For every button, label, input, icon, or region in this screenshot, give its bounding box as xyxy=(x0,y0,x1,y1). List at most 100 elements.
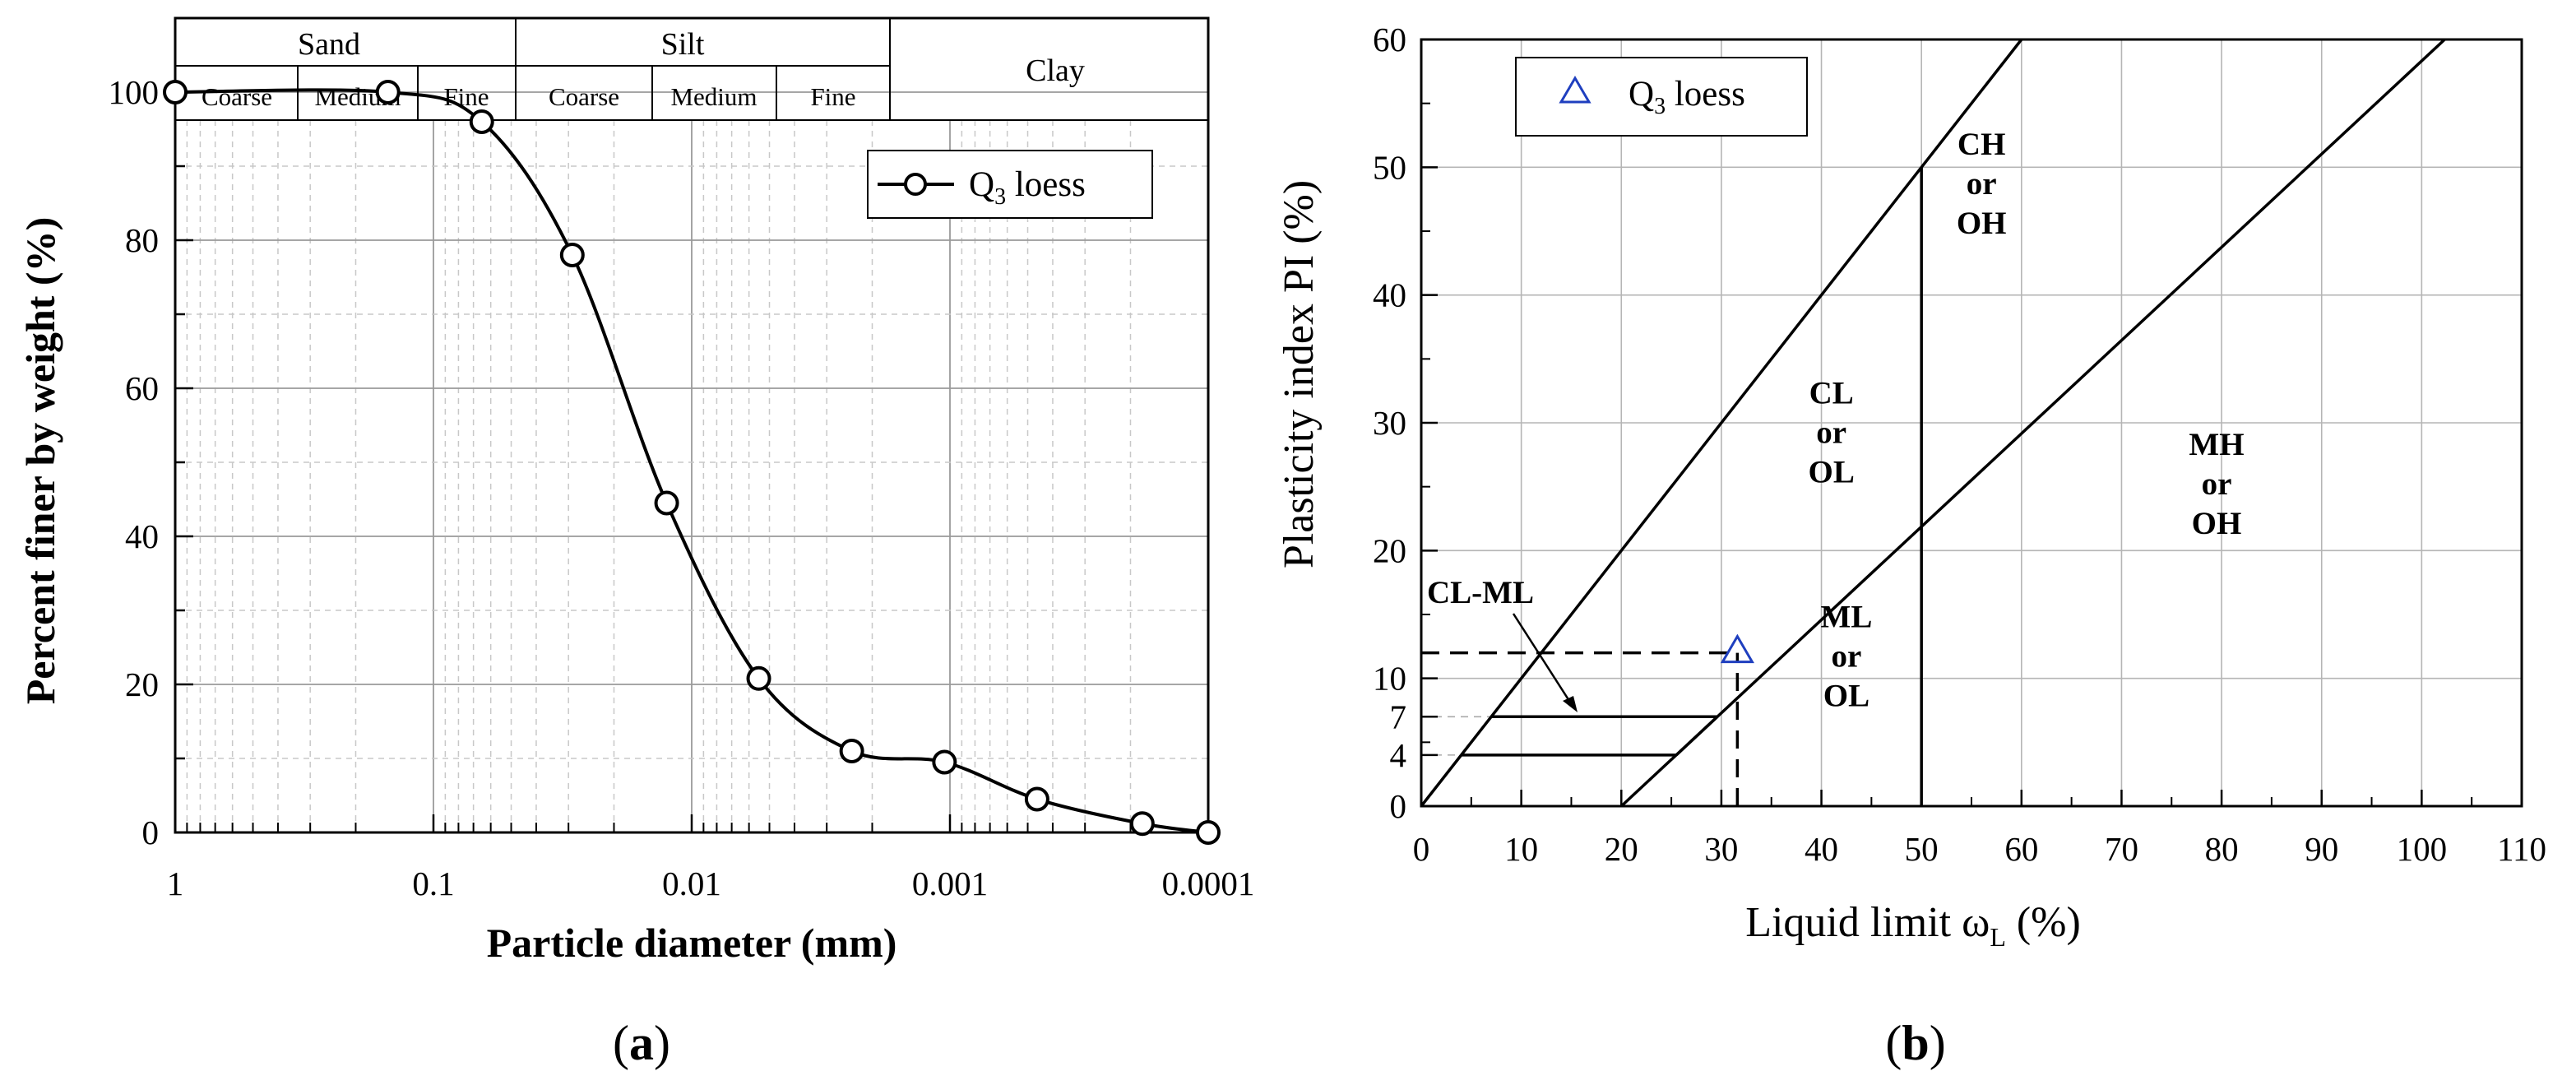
data-point xyxy=(375,80,401,104)
panel-a-ticks: 1 0.1 0.01 0.001 0.0001 0 20 40 60 80 100 xyxy=(109,73,1255,902)
q3-loess-point xyxy=(1720,633,1754,664)
tick-label-x: 0.0001 xyxy=(1162,865,1255,902)
tick-label-y: 60 xyxy=(1373,21,1406,58)
xlabel-b-sub: L xyxy=(1990,922,2006,952)
cl-ml-label: CL-ML xyxy=(1427,575,1534,610)
tick-label-y: 30 xyxy=(1373,404,1406,442)
zone-label: CH or OH xyxy=(1957,127,2007,241)
tick-label-y: 0 xyxy=(142,814,160,851)
zone-label: CL or OL xyxy=(1809,376,1855,490)
zone-label: ML or OL xyxy=(1821,600,1873,714)
tick-label-x: 1 xyxy=(167,865,184,902)
tick-label-y: 4 xyxy=(1390,736,1407,774)
tick-label-x: 60 xyxy=(2004,830,2038,868)
origin-segment xyxy=(1420,753,1463,808)
xlabel-b-end: (%) xyxy=(2006,899,2081,946)
tick-label-x: 0.001 xyxy=(912,865,988,902)
soil-class-header: Sand Silt Clay Coarse Medium Fine Coarse… xyxy=(174,17,1209,121)
cl-ml-arrowhead xyxy=(1563,696,1578,712)
legend-marker-circle xyxy=(904,173,927,196)
zone-label-line: or xyxy=(1816,415,1846,451)
plasticity-zones: CH or OH CL or OL MH or OH ML or OL xyxy=(1809,127,2245,714)
tick-label-y: 50 xyxy=(1373,148,1406,186)
legend-marker-triangle xyxy=(1559,76,1591,104)
legend-b-rest: loess xyxy=(1666,75,1745,114)
header-sand: Sand xyxy=(298,27,360,62)
legend-a-sub: 3 xyxy=(994,184,1006,210)
panel-a-data-points xyxy=(163,80,1221,845)
header-sand-fine: Fine xyxy=(443,82,489,111)
legend-b-sub: 3 xyxy=(1654,94,1666,119)
caption-a-letter: a xyxy=(629,1016,654,1070)
a-line xyxy=(1460,38,2023,756)
zone-label-line: OH xyxy=(2192,506,2242,541)
data-point xyxy=(1024,786,1049,812)
tick-label-x: 30 xyxy=(1704,830,1738,868)
zone-label-line: OL xyxy=(1823,679,1869,714)
tick-label-x: 100 xyxy=(2397,830,2448,868)
zone-label-line: ML xyxy=(1821,600,1873,635)
tick-label-x: 70 xyxy=(2105,830,2138,868)
data-point xyxy=(654,490,679,516)
tick-label-x: 80 xyxy=(2205,830,2239,868)
header-clay: Clay xyxy=(1026,53,1085,88)
panel-b: 0 10 20 30 40 50 60 70 80 90 100 110047102030405060… xyxy=(1276,21,2546,1070)
header-silt-fine: Fine xyxy=(810,82,855,111)
data-point xyxy=(469,109,494,134)
panel-b-legend: Q3 loess xyxy=(1515,57,1808,137)
data-point xyxy=(839,739,864,763)
tick-label-x: 110 xyxy=(2497,830,2546,868)
legend-a-main: Q xyxy=(969,165,994,204)
zone-label-line: OL xyxy=(1809,455,1855,490)
data-point xyxy=(163,80,188,104)
tick-label-y: 0 xyxy=(1390,787,1407,825)
tick-label-y: 20 xyxy=(125,665,159,703)
tick-label-y: 80 xyxy=(125,221,159,259)
data-point xyxy=(746,665,771,691)
zone-label-line: or xyxy=(2202,466,2232,502)
tick-label-x: 90 xyxy=(2305,830,2338,868)
panel-a-y-axis-label: Percent finer by weight (%) xyxy=(17,217,63,704)
data-point xyxy=(1129,811,1155,837)
zone-label-line: or xyxy=(1967,166,1997,202)
header-silt: Silt xyxy=(661,27,705,62)
tick-label-y: 20 xyxy=(1373,531,1406,569)
zone-label: MH or OH xyxy=(2189,427,2244,541)
tick-label-y: 10 xyxy=(1373,660,1406,698)
panel-b-y-axis-label: Plasticity index PI (%) xyxy=(1276,180,1323,568)
data-point xyxy=(932,749,957,775)
caption-b: (b) xyxy=(1885,1016,1945,1070)
tick-label-y: 100 xyxy=(109,73,160,111)
zone-label-line: OH xyxy=(1957,206,2007,241)
legend-label-b: Q3 loess xyxy=(1629,75,1745,119)
cl-ml-arrow xyxy=(1512,613,1571,702)
tick-label-x: 10 xyxy=(1504,830,1538,868)
legend-b-main: Q xyxy=(1629,75,1654,114)
header-silt-medium: Medium xyxy=(670,82,757,111)
tick-label-x: 0 xyxy=(1413,830,1430,868)
panel-a-x-axis-label: Particle diameter (mm) xyxy=(487,920,897,966)
tick-label-x: 0.1 xyxy=(412,865,454,902)
tick-label-y: 7 xyxy=(1390,698,1407,735)
data-point xyxy=(559,243,585,267)
tick-label-x: 40 xyxy=(1805,830,1838,868)
zone-label-line: or xyxy=(1832,639,1862,675)
cl-ml-side-line xyxy=(1675,715,1719,757)
header-sand-coarse: Coarse xyxy=(202,82,272,111)
tick-label-x: 50 xyxy=(1905,830,1939,868)
panel-b-grid xyxy=(1421,39,2522,806)
tick-label-x: 20 xyxy=(1605,830,1638,868)
zone-label-line: CH xyxy=(1957,127,2006,162)
zone-label-line: CL xyxy=(1809,376,1854,411)
tick-label-y: 40 xyxy=(125,517,159,555)
panel-a-grid xyxy=(174,91,1209,832)
tick-label-y: 60 xyxy=(125,369,159,407)
zone-label-line: MH xyxy=(2189,427,2244,462)
plasticity-chart-lines xyxy=(1420,38,2446,808)
tick-label-y: 40 xyxy=(1373,276,1406,314)
legend-label-a: Q3 loess xyxy=(969,165,1086,210)
caption-b-letter: b xyxy=(1902,1016,1929,1070)
u-line xyxy=(1620,38,2446,808)
